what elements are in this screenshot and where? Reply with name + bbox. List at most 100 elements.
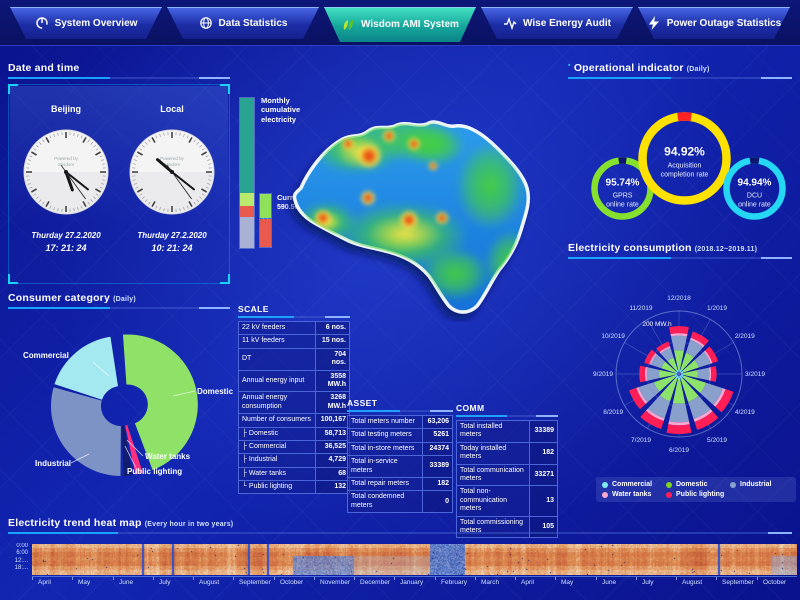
rose-month-label: 6/2019 <box>669 447 689 454</box>
row-label: ├ Industrial <box>238 453 316 468</box>
gauge-icon <box>35 16 49 30</box>
table-row: └ Public lighting 132 <box>238 480 351 495</box>
rose-seg-commercial <box>680 373 684 375</box>
consumer-panel-title: Consumer category (Daily) <box>8 292 136 304</box>
pie-label-water-tanks: Water tanks <box>145 452 191 461</box>
heatmap-month-label: August <box>682 579 703 586</box>
nav-tab-wise-energy-audit[interactable]: Wise Energy Audit <box>481 7 633 39</box>
table-row: Total testing meters 5261 <box>347 428 454 443</box>
svg-text:DCU: DCU <box>746 192 761 199</box>
rose-month-label: 7/2019 <box>631 437 651 444</box>
row-value: 100,167 <box>314 413 351 428</box>
row-label: Total in-store meters <box>347 441 423 457</box>
gauge-value: 95.74% <box>605 177 639 188</box>
asset-table: Total meters number 63,206 Total testing m… <box>347 414 454 514</box>
rose-seg-industrial <box>668 403 690 423</box>
heatmap-month-label: December <box>360 579 390 586</box>
rose-seg-domestic <box>659 377 678 402</box>
nav-tab-system-overview[interactable]: System Overview <box>10 7 162 39</box>
rose-seg-public-lighting <box>715 389 734 413</box>
row-label: DT <box>238 347 316 371</box>
svg-text:GPRS: GPRS <box>612 192 632 199</box>
row-value: 24374 <box>421 441 454 457</box>
nav-tab-label: System Overview <box>54 17 138 29</box>
table-row: Total repair meters 182 <box>347 476 454 492</box>
legend-item-commercial: Commercial <box>602 481 666 488</box>
rose-seg-domestic <box>667 357 678 372</box>
scale-table-title: SCALE <box>238 304 269 314</box>
rose-seg-commercial <box>678 369 680 373</box>
heatmap-month-label: June <box>602 579 617 586</box>
clock-city-label: Beijing <box>50 104 81 114</box>
heatmap-month-tick <box>475 577 476 580</box>
heatmap-month-label: September <box>722 579 754 586</box>
rose-seg-commercial <box>679 369 682 373</box>
rose-seg-industrial <box>700 382 723 405</box>
current-load-value: 590.569 kW <box>277 204 315 212</box>
rose-seg-commercial <box>675 371 678 374</box>
row-value: 5261 <box>421 428 454 443</box>
svg-text:Powered by: Powered by <box>54 156 79 161</box>
row-label: Total non-communication meters <box>456 485 530 517</box>
rose-seg-domestic <box>674 350 684 370</box>
rose-seg-industrial <box>647 395 671 419</box>
row-value: 132 <box>314 480 351 495</box>
rose-seg-public-lighting <box>639 365 646 383</box>
clock-time-label: 17: 21: 24 <box>45 243 87 253</box>
rose-month-label: 3/2019 <box>745 371 765 378</box>
rose-seg-domestic <box>682 375 707 394</box>
rose-month-label: 4/2019 <box>735 409 755 416</box>
table-row: 11 kV feeders 15 nos. <box>238 334 351 349</box>
comm-table: Total installed meters 33389 Today install… <box>456 420 559 539</box>
asset-table-panel: ASSET Total meters number 63,206 Total tes… <box>347 398 454 514</box>
heatmap-month-tick <box>113 577 114 580</box>
table-row: Annual energy consumption 3268 MW.h <box>238 391 351 415</box>
lightning-icon <box>647 16 661 30</box>
table-row: ├ Commercial 36,525 <box>238 439 351 455</box>
pie-label-domestic: Domestic <box>197 387 233 396</box>
leaf-icon <box>341 18 355 32</box>
rose-seg-public-lighting <box>629 387 646 410</box>
rose-seg-water-tanks <box>670 333 688 337</box>
rose-month-label: 11/2019 <box>629 305 652 312</box>
row-label: ├ Commercial <box>238 439 316 455</box>
row-value: 33271 <box>528 463 559 487</box>
comm-table-panel: COMM Total installed meters 33389 Today in… <box>456 403 559 539</box>
row-label: └ Public lighting <box>238 480 316 495</box>
clock-date-label: Thurday 27.2.2020 <box>31 231 101 240</box>
gauge-dcu: 94.94% DCU online rate <box>722 156 786 220</box>
gauge-value: 94.92% <box>664 144 705 158</box>
rose-seg-water-tanks <box>659 346 671 354</box>
heatmap-month-tick <box>757 577 758 580</box>
rose-seg-industrial <box>697 367 710 381</box>
svg-text:online rate: online rate <box>738 201 771 208</box>
rose-seg-commercial <box>680 371 684 374</box>
rose-seg-industrial <box>650 354 666 369</box>
nav-tab-wisdom-ami-system[interactable]: Wisdom AMI System <box>324 7 476 42</box>
heatmap-month-tick <box>555 577 556 580</box>
table-row: ├ Water tanks 68 <box>238 466 351 482</box>
rose-seg-industrial <box>694 351 711 368</box>
rose-seg-public-lighting <box>669 326 689 335</box>
rose-month-label: 12/2018 <box>667 295 691 302</box>
heatmap-hour-label: 6:00 <box>16 550 28 557</box>
rose-seg-industrial <box>638 382 660 403</box>
table-row: ├ Domestic 58,713 <box>238 426 351 441</box>
heatmap-month-tick <box>636 577 637 580</box>
scale-table: 22 kV feeders 6 nos. 11 kV feeders 15 nos. D… <box>238 320 351 495</box>
heatmap-month-label: October <box>763 579 787 586</box>
table-row: Total non-communication meters 13 <box>456 485 559 517</box>
heatmap-month-tick <box>233 577 234 580</box>
row-value: 182 <box>528 441 559 465</box>
heatmap-month-label: May <box>561 579 574 586</box>
svg-text:completion rate: completion rate <box>660 171 708 178</box>
nav-tab-data-statistics[interactable]: Data Statistics <box>167 7 319 39</box>
nav-tab-power-outage-statistics[interactable]: Power Outage Statistics <box>638 7 790 39</box>
clock-date-label: Thurday 27.2.2020 <box>137 231 207 240</box>
row-label: Total communication meters <box>456 463 530 487</box>
rose-seg-water-tanks <box>668 421 690 426</box>
svg-text:Acquisition: Acquisition <box>667 162 701 169</box>
rose-month-label: 2/2019 <box>735 333 755 340</box>
